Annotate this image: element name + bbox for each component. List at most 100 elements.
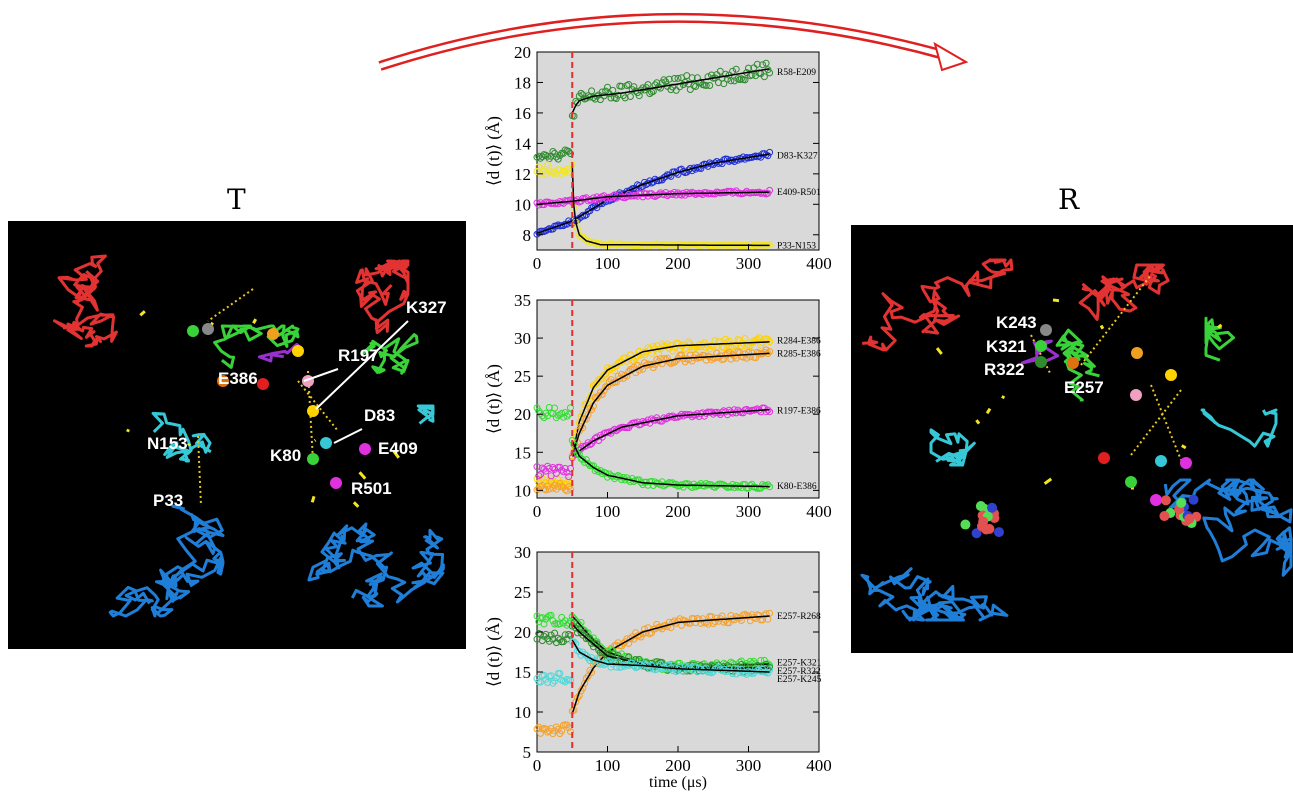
data-point [766, 186, 774, 194]
residue-sphere [267, 328, 279, 340]
data-point [600, 387, 608, 395]
ligand-atom [1159, 511, 1170, 522]
transition-arrow [378, 12, 969, 72]
data-point [561, 167, 569, 175]
data-point [554, 725, 562, 733]
data-point [697, 343, 705, 351]
data-point [595, 392, 603, 400]
data-point [759, 61, 767, 69]
data-point [552, 469, 560, 477]
residue-sphere [1180, 457, 1192, 469]
data-point [602, 370, 610, 378]
residue-sphere [1035, 356, 1047, 368]
data-point [715, 79, 722, 87]
y-axis-label: ⟨d (t)⟩ (Å) [484, 116, 503, 186]
y-axis-label: ⟨d (t)⟩ (Å) [484, 617, 503, 687]
data-point [619, 640, 627, 647]
data-point [741, 669, 749, 677]
series-label: K80-E386 [777, 482, 817, 492]
data-point [588, 639, 596, 647]
data-point [753, 60, 761, 68]
ligand-atom [1184, 513, 1195, 524]
series-label: R285-E386 [777, 349, 821, 359]
data-point [746, 669, 754, 676]
series-label: D83-K327 [777, 152, 818, 162]
data-point [545, 465, 553, 472]
data-point [741, 481, 749, 488]
data-point [759, 481, 767, 489]
data-point [563, 621, 571, 629]
residue-sphere [1150, 494, 1162, 506]
data-point [760, 150, 768, 158]
data-point [611, 659, 619, 667]
data-point [725, 619, 733, 627]
domain-cyan-2 [416, 404, 435, 425]
data-point [570, 615, 578, 622]
data-point [604, 383, 611, 391]
data-point [535, 229, 543, 237]
residue-sphere [1098, 452, 1110, 464]
data-point [676, 663, 684, 671]
data-point [538, 153, 546, 161]
x-axis-label: time (μs) [649, 774, 707, 791]
side-chain [352, 501, 360, 508]
x-tick-label: 0 [533, 502, 542, 521]
residue-sphere [1165, 369, 1177, 381]
data-point [551, 404, 559, 412]
data-point [752, 483, 760, 491]
ligand-atom [971, 528, 982, 539]
chart-2: R284-E386 R285-E386 R197-E386 K80-E386 10 15 2… [470, 288, 850, 530]
data-point [695, 616, 703, 624]
data-point [593, 655, 601, 663]
data-point [671, 75, 678, 82]
data-point [551, 677, 559, 685]
y-tick-label: 20 [514, 405, 531, 424]
data-point [581, 679, 589, 687]
y-tick-label: 25 [514, 583, 531, 602]
data-point [535, 472, 543, 480]
data-point [702, 664, 710, 672]
data-point [549, 464, 557, 471]
data-point [572, 624, 580, 632]
x-tick-label: 100 [595, 756, 621, 775]
residue-label: K243 [996, 313, 1037, 332]
distance-link [207, 288, 254, 322]
series-label: E409-R501 [777, 188, 821, 198]
fit-line [571, 623, 770, 669]
data-point [563, 165, 571, 173]
data-point [760, 404, 768, 412]
data-point [575, 450, 583, 458]
data-point [540, 620, 548, 628]
data-point [766, 69, 774, 77]
data-point [711, 618, 719, 625]
side-chain [392, 450, 400, 459]
domain-blue-left [860, 567, 1009, 622]
data-point [574, 694, 581, 702]
data-point [559, 483, 567, 491]
data-point [681, 345, 689, 353]
data-point [556, 620, 564, 628]
data-point [683, 188, 691, 196]
data-point [660, 482, 668, 490]
data-point [699, 191, 707, 199]
domain-green-2 [361, 333, 419, 375]
data-point [538, 614, 546, 622]
residue-sphere [1125, 476, 1137, 488]
data-point [618, 82, 626, 90]
ligand-atom [978, 516, 989, 527]
y-tick-label: 10 [514, 703, 531, 722]
data-point [567, 150, 574, 158]
fit-line [536, 191, 770, 206]
data-point [574, 99, 581, 107]
data-point [552, 723, 560, 731]
side-chain [310, 495, 316, 503]
data-point [554, 634, 562, 642]
distance-link [297, 380, 339, 432]
data-point [662, 173, 670, 180]
data-point [757, 408, 765, 416]
data-point [745, 349, 752, 356]
data-point [639, 84, 647, 92]
domain-red-right [355, 259, 410, 335]
data-point [537, 199, 544, 207]
